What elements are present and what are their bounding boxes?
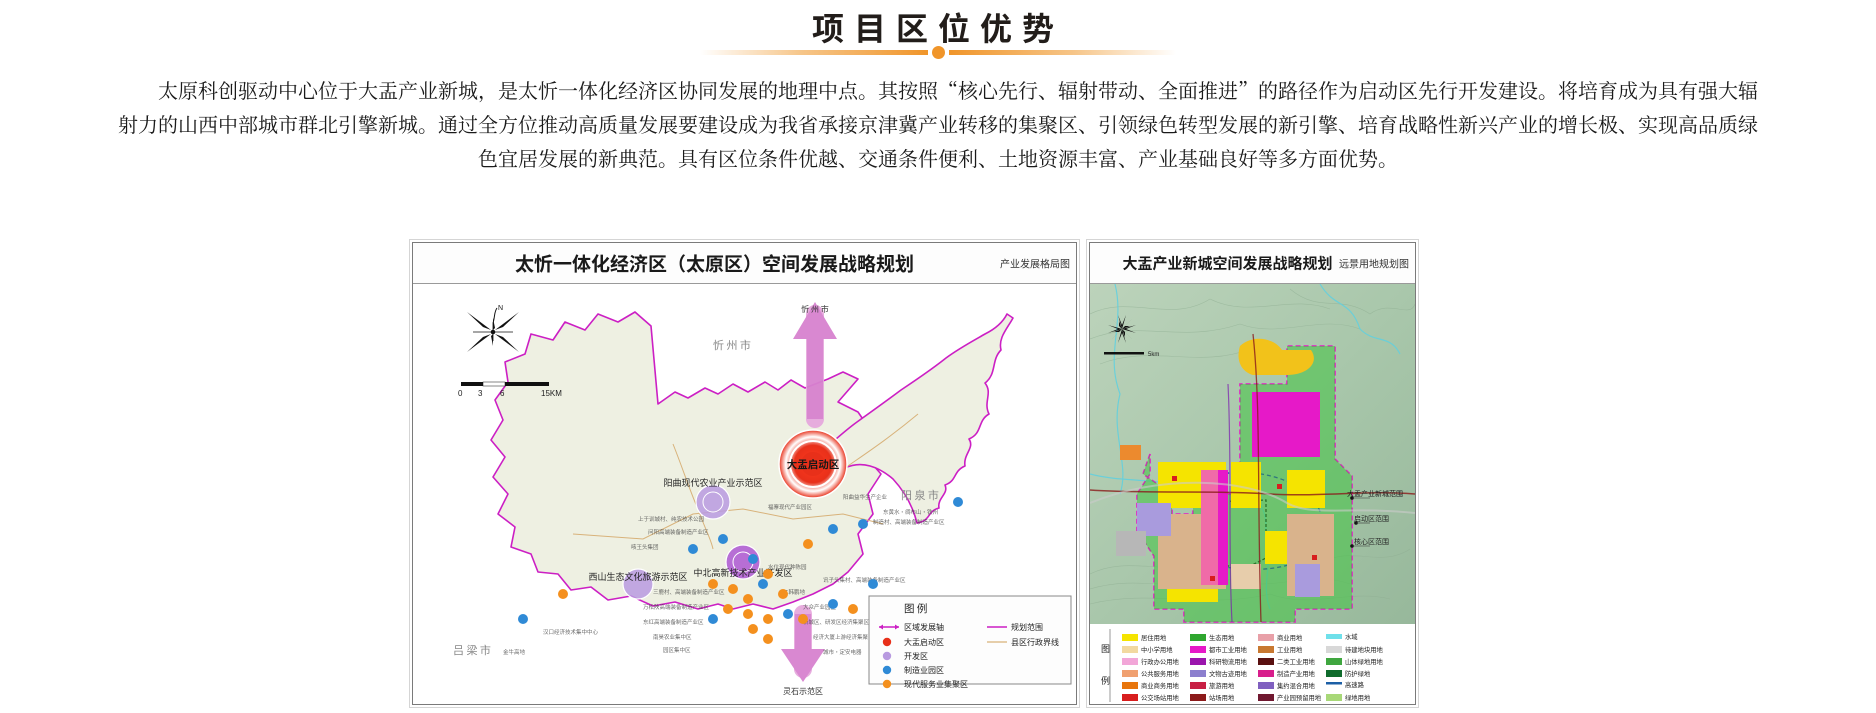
svg-text:5km: 5km <box>1148 352 1159 358</box>
svg-text:忻 州 市: 忻 州 市 <box>713 337 751 353</box>
svg-text:公共服务用地: 公共服务用地 <box>1141 669 1179 678</box>
svg-text:绿地用地: 绿地用地 <box>1345 693 1371 702</box>
svg-text:中小学用地: 中小学用地 <box>1141 645 1173 654</box>
svg-text:制造业园区: 制造业园区 <box>904 665 944 676</box>
svg-text:生态用地: 生态用地 <box>1209 633 1235 642</box>
svg-text:新城区、研发区经济集聚区: 新城区、研发区经济集聚区 <box>803 618 870 626</box>
svg-text:制造村、高端装备制造产业区: 制造村、高端装备制造产业区 <box>873 518 945 526</box>
svg-text:6: 6 <box>500 389 505 398</box>
svg-text:吕 梁 市: 吕 梁 市 <box>453 642 491 658</box>
svg-text:待建地块用地: 待建地块用地 <box>1345 645 1383 654</box>
svg-text:行政办公用地: 行政办公用地 <box>1141 657 1179 666</box>
svg-text:启动区范围: 启动区范围 <box>1354 514 1389 524</box>
svg-text:3: 3 <box>478 389 483 398</box>
svg-text:大盂启动区: 大盂启动区 <box>904 637 944 648</box>
svg-text:居住用地: 居住用地 <box>1141 633 1167 642</box>
svg-text:东黄水·绸布山·铁州: 东黄水·绸布山·铁州 <box>883 508 938 516</box>
svg-text:县区行政界线: 县区行政界线 <box>1011 637 1059 648</box>
svg-text:例: 例 <box>1101 674 1110 687</box>
svg-text:金牛高地: 金牛高地 <box>503 648 526 656</box>
svg-text:问阳高端装备制造产业区: 问阳高端装备制造产业区 <box>648 528 709 536</box>
svg-text:15KM: 15KM <box>541 389 562 398</box>
svg-text:咳王头集团: 咳王头集团 <box>631 543 659 551</box>
svg-text:公交场站用地: 公交场站用地 <box>1141 693 1179 702</box>
svg-text:园区集中区: 园区集中区 <box>663 646 691 654</box>
svg-text:科研物流用地: 科研物流用地 <box>1209 657 1247 666</box>
svg-text:现代服务业集聚区: 现代服务业集聚区 <box>904 679 968 690</box>
svg-text:图 例: 图 例 <box>904 601 927 616</box>
svg-text:制造产业用地: 制造产业用地 <box>1277 669 1315 678</box>
svg-text:大盂启动区: 大盂启动区 <box>787 457 840 472</box>
svg-text:上于训城村、纯农技术公园: 上于训城村、纯农技术公园 <box>638 515 705 523</box>
svg-text:灵石示范区: 灵石示范区 <box>783 686 823 697</box>
svg-text:站场用地: 站场用地 <box>1209 693 1235 702</box>
svg-text:0: 0 <box>458 389 463 398</box>
svg-text:三鹿村、高端装备制造产业区: 三鹿村、高端装备制造产业区 <box>653 588 725 596</box>
svg-text:商业用地: 商业用地 <box>1277 633 1303 642</box>
svg-text:万松陕高端装备制造产业区: 万松陕高端装备制造产业区 <box>643 603 710 611</box>
svg-text:都市工业用地: 都市工业用地 <box>1209 645 1247 654</box>
svg-text:二类工业用地: 二类工业用地 <box>1277 657 1315 666</box>
svg-text:阳 泉 市: 阳 泉 市 <box>901 487 939 503</box>
svg-text:阳曲现代农业产业示范区: 阳曲现代农业产业示范区 <box>663 476 762 489</box>
svg-text:城市·定安电器: 城市·定安电器 <box>823 648 862 656</box>
svg-text:区域发展轴: 区域发展轴 <box>904 622 944 633</box>
svg-text:讯子头集村、高端装备制造产业区: 讯子头集村、高端装备制造产业区 <box>823 576 906 584</box>
svg-text:忻 州 市: 忻 州 市 <box>801 304 829 315</box>
svg-text:N: N <box>498 305 503 312</box>
svg-text:南昊农业集中区: 南昊农业集中区 <box>653 633 692 641</box>
svg-text:规划范围: 规划范围 <box>1011 622 1043 633</box>
svg-text:经济大厦上游经济集聚区: 经济大厦上游经济集聚区 <box>813 633 874 641</box>
svg-text:产业园预留用地: 产业园预留用地 <box>1277 693 1322 702</box>
svg-text:核心区范围: 核心区范围 <box>1354 537 1389 547</box>
svg-text:旅游用地: 旅游用地 <box>1209 681 1235 690</box>
svg-text:高速路: 高速路 <box>1345 680 1365 689</box>
svg-text:文物古迹用地: 文物古迹用地 <box>1209 669 1247 678</box>
svg-text:阳曲益华生产企业: 阳曲益华生产企业 <box>843 493 888 501</box>
svg-text:图: 图 <box>1101 642 1110 655</box>
svg-text:汉口经济技术集中中心: 汉口经济技术集中中心 <box>543 628 599 636</box>
svg-text:东红高端装备制造产业区: 东红高端装备制造产业区 <box>643 618 704 626</box>
svg-text:西山生态文化旅游示范区: 西山生态文化旅游示范区 <box>588 570 687 583</box>
svg-text:工业用地: 工业用地 <box>1277 645 1303 654</box>
svg-text:福寨现代产业园区: 福寨现代产业园区 <box>768 503 813 511</box>
svg-text:水域: 水域 <box>1345 632 1358 641</box>
svg-text:商业商务用地: 商业商务用地 <box>1141 681 1179 690</box>
svg-text:大盂产业新城范围: 大盂产业新城范围 <box>1347 489 1403 499</box>
svg-text:集约混合用地: 集约混合用地 <box>1277 681 1315 690</box>
svg-text:水位现代种陈园: 水位现代种陈园 <box>768 563 807 571</box>
svg-text:开发区: 开发区 <box>904 651 928 662</box>
svg-text:山体绿地用地: 山体绿地用地 <box>1345 657 1383 666</box>
svg-text:防护绿地: 防护绿地 <box>1345 669 1371 678</box>
